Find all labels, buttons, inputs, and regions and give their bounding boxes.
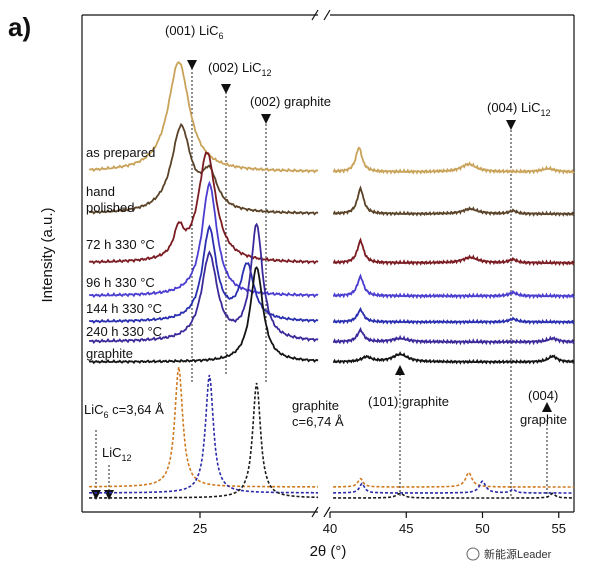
arrow-graphite-002 bbox=[261, 114, 271, 124]
reference-lic6 bbox=[89, 366, 574, 488]
series-72-h-330-c bbox=[88, 151, 575, 267]
arrowheads bbox=[91, 60, 552, 500]
reference-traces bbox=[89, 366, 574, 499]
arrow-lic6-001 bbox=[187, 60, 197, 70]
watermark-text: 新能源Leader bbox=[484, 547, 552, 561]
series-240-h-330-c bbox=[88, 222, 575, 346]
annotation-lic12-002: (002) LiC12 bbox=[208, 60, 271, 78]
arrow-graphite-004 bbox=[542, 402, 552, 412]
label-96h: 96 h 330 °C bbox=[86, 275, 155, 290]
x-axis-label: 2θ (°) bbox=[310, 543, 347, 560]
peak-markers bbox=[95, 68, 548, 498]
x-tick-label: 50 bbox=[475, 521, 489, 536]
arrow-lic12-002 bbox=[221, 84, 231, 94]
panel-label: a) bbox=[8, 12, 31, 42]
arrow-graphite-101 bbox=[395, 365, 405, 375]
label-as-prepared: as prepared bbox=[86, 145, 155, 160]
reference-lic12 bbox=[89, 374, 574, 494]
annotation-graphite-004-a: (004) bbox=[528, 388, 558, 403]
arrow-lic12-004 bbox=[506, 120, 516, 130]
x-ticks: 25 40 45 50 55 bbox=[193, 512, 566, 536]
watermark-logo-icon bbox=[466, 547, 480, 561]
annotation-graphite-002: (002) graphite bbox=[250, 94, 331, 109]
label-polished: polished bbox=[86, 200, 134, 215]
break-mark-bottom-a bbox=[311, 506, 319, 518]
xrd-traces bbox=[88, 60, 575, 365]
series-as-prepared bbox=[88, 60, 575, 175]
annotation-lic6-001: (001) LiC6 bbox=[165, 23, 223, 41]
annotation-graphite-ref-a: graphite bbox=[292, 398, 339, 413]
x-tick-label: 40 bbox=[323, 521, 337, 536]
x-tick-label: 25 bbox=[193, 521, 207, 536]
break-mark-top-a bbox=[311, 9, 319, 21]
series-144-h-330-c bbox=[88, 224, 575, 326]
label-240h: 240 h 330 °C bbox=[86, 324, 162, 339]
watermark: 新能源Leader bbox=[466, 547, 552, 561]
x-tick-label: 45 bbox=[399, 521, 413, 536]
series-96-h-330-c bbox=[88, 180, 575, 300]
x-tick-label: 55 bbox=[552, 521, 566, 536]
label-72h: 72 h 330 °C bbox=[86, 237, 155, 252]
label-graphite: graphite bbox=[86, 346, 133, 361]
arrow-lic6-ref bbox=[91, 490, 101, 500]
label-hand: hand bbox=[86, 184, 115, 199]
break-mark-bottom-b bbox=[323, 506, 331, 518]
annotation-lic6-ref: LiC6 c=3,64 Å bbox=[84, 402, 164, 420]
annotation-graphite-004-b: graphite bbox=[520, 412, 567, 427]
annotation-graphite-ref-b: c=6,74 Å bbox=[292, 414, 344, 429]
label-144h: 144 h 330 °C bbox=[86, 301, 162, 316]
series-labels: as prepared hand polished 72 h 330 °C 96… bbox=[86, 145, 162, 361]
y-axis-label: Intensity (a.u.) bbox=[39, 207, 56, 302]
annotation-lic12-004: (004) LiC12 bbox=[487, 100, 550, 118]
annotation-lic12-ref: LiC12 bbox=[102, 445, 132, 463]
reference-graphite bbox=[89, 382, 574, 499]
series-hand-polished bbox=[88, 122, 575, 217]
series-graphite bbox=[88, 266, 575, 365]
break-mark-top-b bbox=[323, 9, 331, 21]
annotation-graphite-101: (101) graphite bbox=[368, 394, 449, 409]
